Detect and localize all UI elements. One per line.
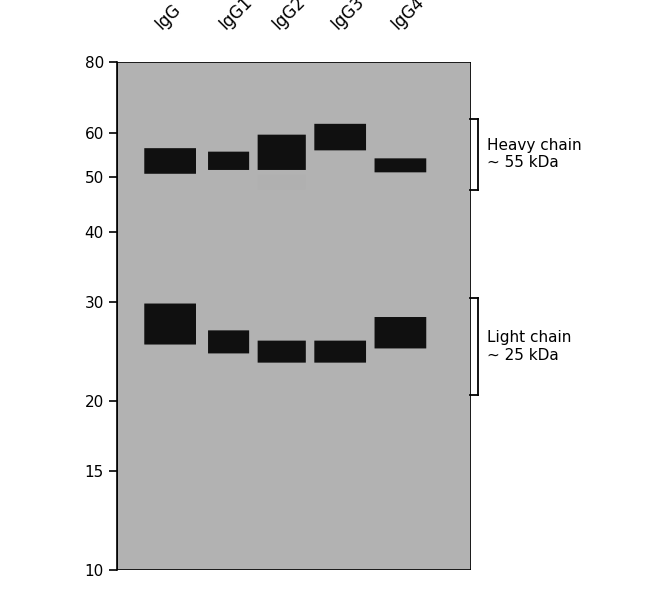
Text: IgG1: IgG1 <box>216 0 256 33</box>
Text: Heavy chain
~ 55 kDa: Heavy chain ~ 55 kDa <box>488 138 582 170</box>
FancyBboxPatch shape <box>257 340 306 362</box>
FancyBboxPatch shape <box>374 159 426 172</box>
FancyBboxPatch shape <box>208 151 249 170</box>
FancyBboxPatch shape <box>144 304 196 345</box>
Text: IgG4: IgG4 <box>387 0 428 33</box>
FancyBboxPatch shape <box>208 330 249 353</box>
FancyBboxPatch shape <box>257 175 306 189</box>
FancyBboxPatch shape <box>374 317 426 349</box>
Text: IgG: IgG <box>152 0 185 33</box>
FancyBboxPatch shape <box>257 135 306 170</box>
Text: Light chain
~ 25 kDa: Light chain ~ 25 kDa <box>488 330 571 362</box>
Text: IgG3: IgG3 <box>328 0 368 33</box>
Text: IgG2: IgG2 <box>269 0 309 33</box>
FancyBboxPatch shape <box>144 148 196 174</box>
FancyBboxPatch shape <box>315 124 366 150</box>
FancyBboxPatch shape <box>315 340 366 362</box>
